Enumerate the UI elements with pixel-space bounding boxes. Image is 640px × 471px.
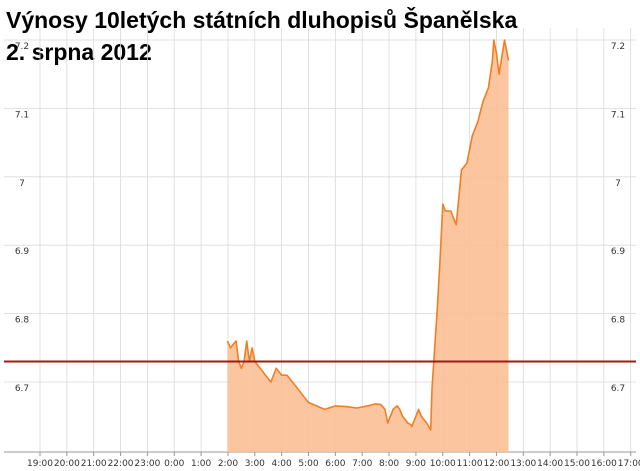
- chart-grid: [4, 28, 636, 453]
- y-tick-label-right: 6.7: [611, 384, 625, 394]
- x-tick-label: 2:00: [218, 459, 238, 469]
- x-tick-label: 6:00: [325, 459, 345, 469]
- y-tick-label-right: 6.8: [611, 316, 626, 326]
- chart-area-layer: [226, 39, 510, 452]
- x-tick-label: 9:00: [406, 459, 426, 469]
- x-tick-label: 15:00: [564, 459, 590, 469]
- y-tick-label-left: 6.8: [15, 316, 30, 326]
- series-area-fill: [227, 40, 509, 452]
- x-tick-label: 8:00: [379, 459, 399, 469]
- y-tick-label-right: 6.9: [611, 247, 626, 257]
- x-tick-label: 19:00: [27, 459, 53, 469]
- chart-title: Výnosy 10letých státních dluhopisů Španě…: [6, 7, 518, 33]
- y-tick-label-left: 6.9: [15, 247, 30, 257]
- x-axis: 19:00 20:00 21:00 22:00 23:00 0:00 1:00 2:00 3:0…: [27, 452, 640, 469]
- y-tick-label-left: 6.7: [15, 384, 29, 394]
- x-tick-label: 5:00: [298, 459, 318, 469]
- y-axis-right: 6.7 6.8 6.9 7 7.1 7.2: [611, 42, 626, 394]
- x-tick-label: 14:00: [537, 459, 563, 469]
- y-tick-label-right: 7: [615, 179, 621, 189]
- x-tick-label: 22:00: [108, 459, 134, 469]
- y-tick-label-right: 7.1: [611, 110, 625, 120]
- x-tick-label: 4:00: [272, 459, 292, 469]
- y-tick-label-right: 7.2: [611, 42, 625, 52]
- x-tick-label: 21:00: [81, 459, 107, 469]
- x-tick-label: 16:00: [591, 459, 617, 469]
- x-tick-label: 1:00: [191, 459, 211, 469]
- x-tick-label: 11:00: [457, 459, 483, 469]
- x-tick-label: 13:00: [510, 459, 536, 469]
- x-tick-label: 12:00: [483, 459, 509, 469]
- y-tick-label-left: 7.2: [15, 42, 29, 52]
- y-tick-label-left: 7: [19, 179, 25, 189]
- x-tick-label: 17:00: [618, 459, 640, 469]
- x-tick-label: 23:00: [134, 459, 160, 469]
- y-axis-left: 6.7 6.8 6.9 7 7.1 7.2: [15, 42, 30, 394]
- series-line: [226, 39, 510, 431]
- x-tick-label: 3:00: [245, 459, 265, 469]
- chart-subtitle: 2. srpna 2012: [6, 39, 152, 65]
- x-tick-label: 20:00: [54, 459, 80, 469]
- x-tick-label: 0:00: [164, 459, 184, 469]
- y-tick-label-left: 7.1: [15, 110, 29, 120]
- x-tick-label: 10:00: [430, 459, 456, 469]
- x-tick-label: 7:00: [352, 459, 372, 469]
